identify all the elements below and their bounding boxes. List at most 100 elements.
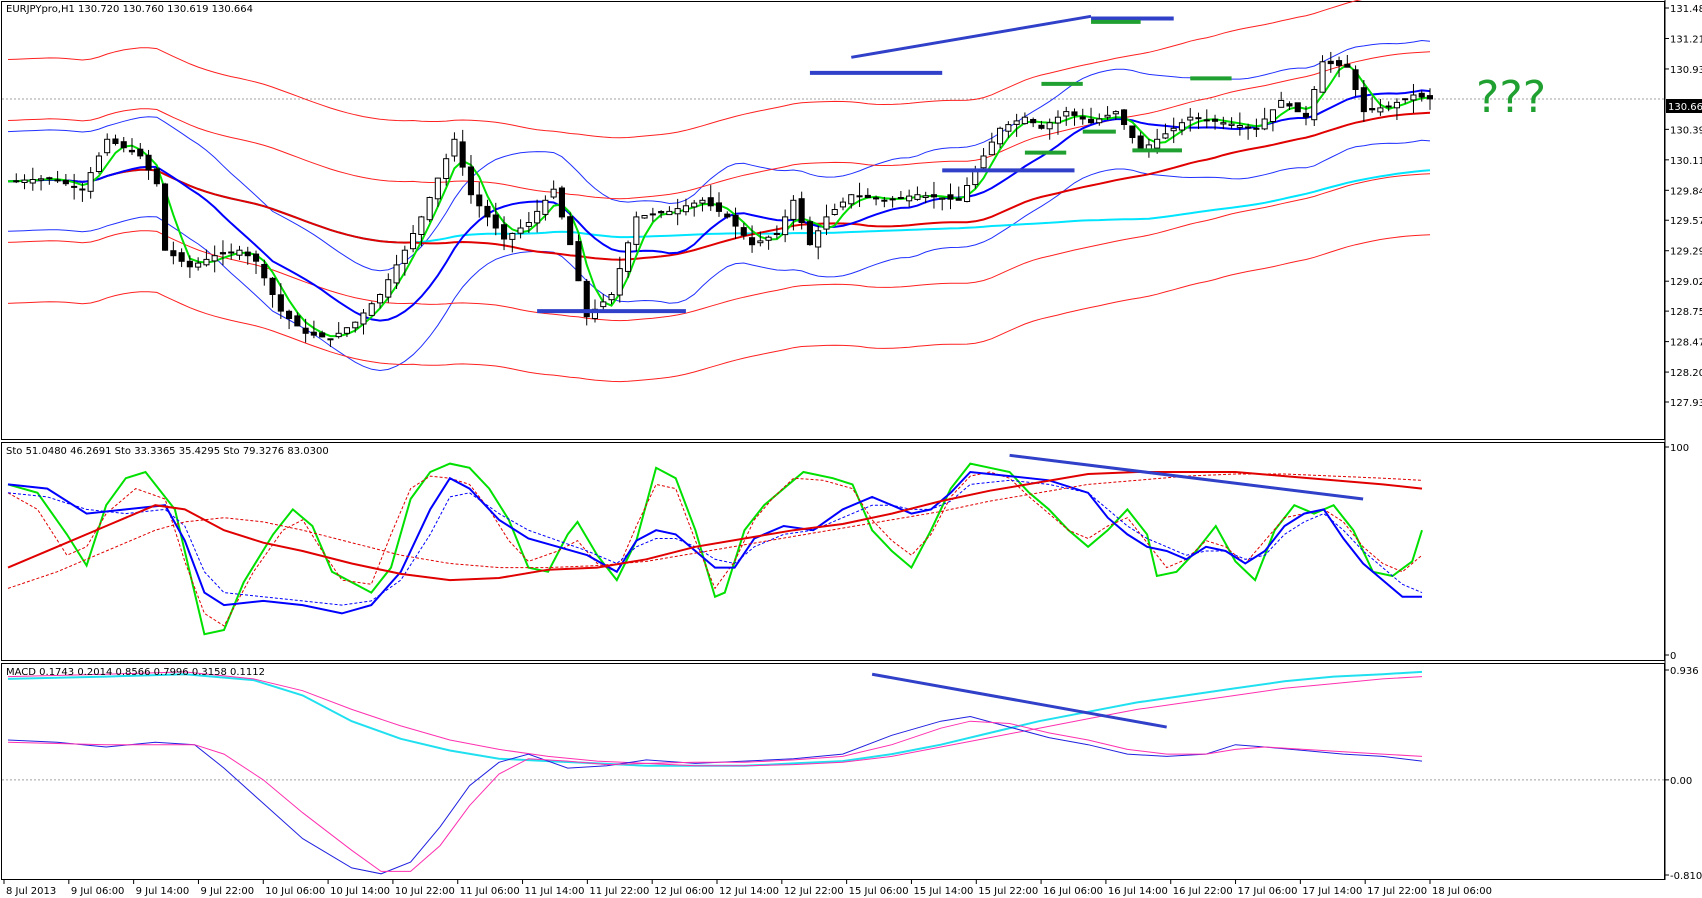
candle-body [261,264,268,279]
price-trend-line [851,14,1092,59]
candle-body [1319,61,1326,93]
candle-body [914,194,921,200]
price-y-tick: 128.750 [1670,307,1702,318]
candle-body [62,180,69,185]
candle-body [1005,124,1012,132]
candle-body [1245,126,1252,129]
x-tick-label: 9 Jul 06:00 [71,886,125,897]
stochastic-line-2 [7,470,1422,615]
candle-body [95,155,103,172]
candle-body [1286,103,1293,107]
x-tick-label: 16 Jul 06:00 [1043,886,1103,897]
candle-body [1212,118,1219,122]
x-tick-label: 15 Jul 22:00 [978,886,1038,897]
stochastic-pane-title: Sto 51.0480 46.2691 Sto 33.3365 35.4295 … [6,446,329,457]
candle-body [517,227,524,234]
candle-body [492,214,499,229]
candle-body [823,216,830,230]
candle-body [575,241,582,282]
candle-body [385,279,392,298]
macd-y-tick: -0.8103 [1670,871,1702,882]
candle-body [46,177,53,180]
candle-body [930,194,938,198]
candle-body [509,233,516,240]
candle-body [947,194,954,200]
candle-body [1377,107,1384,113]
candle-body [286,310,293,319]
candle-body [1104,114,1111,118]
candle-body [128,149,135,153]
x-tick-label: 17 Jul 22:00 [1367,886,1427,897]
candle-body [997,127,1004,145]
x-tick-label: 15 Jul 14:00 [913,886,973,897]
macd-trend-line [871,672,1167,729]
stochastic-line-1 [7,471,1423,627]
x-tick-label: 10 Jul 06:00 [265,886,325,897]
candle-body [790,199,797,220]
stochastic-line-0 [7,462,1423,636]
ma-mid-line [7,89,1431,322]
candle-body [1253,127,1260,130]
candle-body [633,216,640,245]
candle-body [798,198,805,223]
x-tick-label: 10 Jul 22:00 [395,886,455,897]
candle-body [1096,118,1103,124]
candle-body [443,158,450,179]
candle-body [897,197,904,199]
candle-body [558,187,566,218]
candle-body [1121,109,1128,126]
candle-body [87,172,94,192]
candle-body [1021,116,1028,125]
candle-body [459,141,466,168]
candle-body [806,221,814,246]
candle-body [186,260,193,268]
band-red-outer-lower [7,234,1431,383]
candle-body [550,188,557,198]
x-tick-label: 10 Jul 14:00 [330,886,390,897]
candle-body [1046,122,1053,130]
price-y-tick: 131.210 [1670,34,1702,45]
candle-body [873,197,880,200]
axes: 131.485 131.210 130.935 130.390 130.115 129.8… [3,4,1702,897]
candle-body [145,154,152,171]
candle-body [649,213,656,216]
candle-body [1030,119,1037,124]
candle-body [377,294,384,304]
candle-body [368,303,375,316]
candle-body [1170,127,1177,132]
candle-body [335,332,342,338]
candle-body [699,199,706,204]
x-tick-label: 16 Jul 22:00 [1173,886,1233,897]
x-tick-label: 18 Jul 06:00 [1432,886,1492,897]
candle-body [236,249,243,256]
price-y-tick: 130.115 [1670,156,1702,167]
candle-body [29,179,36,184]
price-y-tick: 129.570 [1670,216,1702,227]
stochastic-line-5 [7,473,1423,589]
candle-body [1236,125,1243,128]
price-y-tick: 129.295 [1670,247,1702,258]
candle-body [749,237,756,246]
candle-body [244,251,251,257]
candle-body [1385,105,1392,108]
candle-body [1038,124,1045,129]
candle-body [467,166,474,196]
candle-body [1220,122,1227,125]
macd-pane [2,670,1664,875]
candle-body [939,197,946,200]
candle-body [988,141,995,156]
candle-body [162,183,169,251]
band-red-upper [7,51,1431,200]
band-red-outer-upper [7,0,1362,139]
question-annotation: ??? [1476,72,1546,123]
candle-body [1269,109,1277,123]
x-tick-label: 12 Jul 22:00 [784,886,844,897]
candle-body [1137,135,1144,151]
candle-body [641,215,648,219]
candle-body [782,216,789,236]
candle-body [269,277,276,295]
candle-body [79,188,86,191]
candle-body [724,213,731,218]
